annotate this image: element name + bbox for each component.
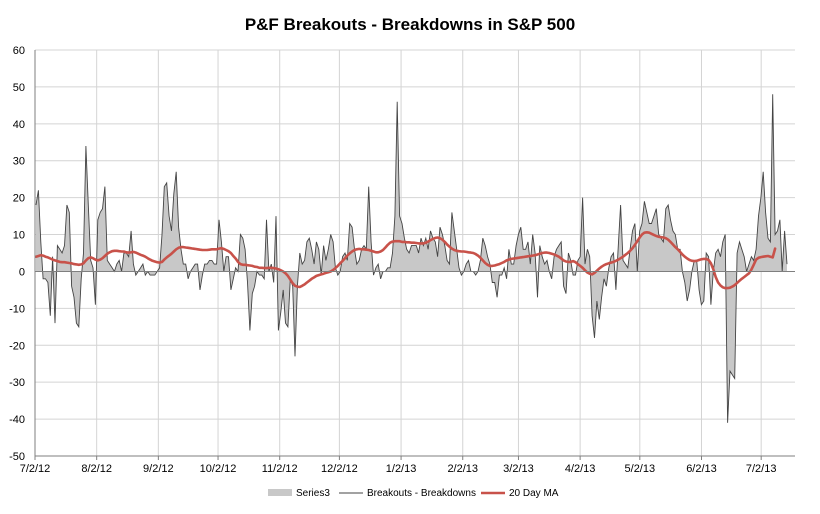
axes	[34, 50, 795, 457]
chart-title: P&F Breakouts - Breakdowns in S&P 500	[245, 15, 575, 34]
breakouts-breakdowns-line	[35, 94, 788, 423]
y-tick-label: 20	[13, 193, 25, 205]
y-tick-label: 10	[13, 230, 25, 242]
x-tick-label: 3/2/13	[503, 463, 534, 475]
x-tick-label: 6/2/13	[686, 463, 717, 475]
ma-layer	[34, 231, 777, 290]
x-tick-label: 9/2/12	[143, 463, 174, 475]
x-tick-label: 8/2/12	[81, 463, 112, 475]
legend: Series3 Breakouts - Breakdowns 20 Day MA	[268, 488, 559, 499]
legend-label-breakouts-breakdowns: Breakouts - Breakdowns	[367, 488, 476, 499]
x-tick-label: 7/2/13	[746, 463, 777, 475]
x-tick-label: 11/2/12	[262, 463, 298, 475]
y-tick-label: 60	[13, 45, 25, 57]
legend-label-series3: Series3	[296, 488, 330, 499]
y-tick-label: -20	[9, 340, 25, 352]
x-tick-label: 12/2/12	[321, 463, 358, 475]
y-tick-label: -30	[9, 377, 25, 389]
y-axis-ticks: 60 50 40 30 20 10 0 -10 -20 -30 -40 -50	[9, 45, 25, 463]
y-tick-label: 40	[13, 119, 25, 131]
y-tick-label: 50	[13, 82, 25, 94]
x-tick-label: 5/2/13	[625, 463, 656, 475]
y-tick-label: -50	[9, 451, 25, 463]
x-tick-label: 10/2/12	[200, 463, 237, 475]
ma-20-day-line	[34, 231, 777, 290]
area-layer	[36, 94, 787, 423]
y-tick-label: 0	[19, 266, 25, 278]
x-tick-label: 2/2/13	[447, 463, 478, 475]
line-layer	[35, 94, 788, 423]
series3-area	[36, 94, 787, 423]
x-tick-label: 7/2/12	[20, 463, 51, 475]
x-tick-label: 1/2/13	[386, 463, 417, 475]
y-tick-label: -40	[9, 414, 25, 426]
y-tick-label: 30	[13, 156, 25, 168]
x-tick-label: 4/2/13	[565, 463, 596, 475]
y-tick-label: -10	[9, 303, 25, 315]
legend-label-ma-20-day: 20 Day MA	[509, 488, 559, 499]
x-axis-ticks: 7/2/12 8/2/12 9/2/12 10/2/12 11/2/12 12/2/12 1…	[20, 456, 777, 475]
legend-swatch-series3	[268, 489, 292, 496]
